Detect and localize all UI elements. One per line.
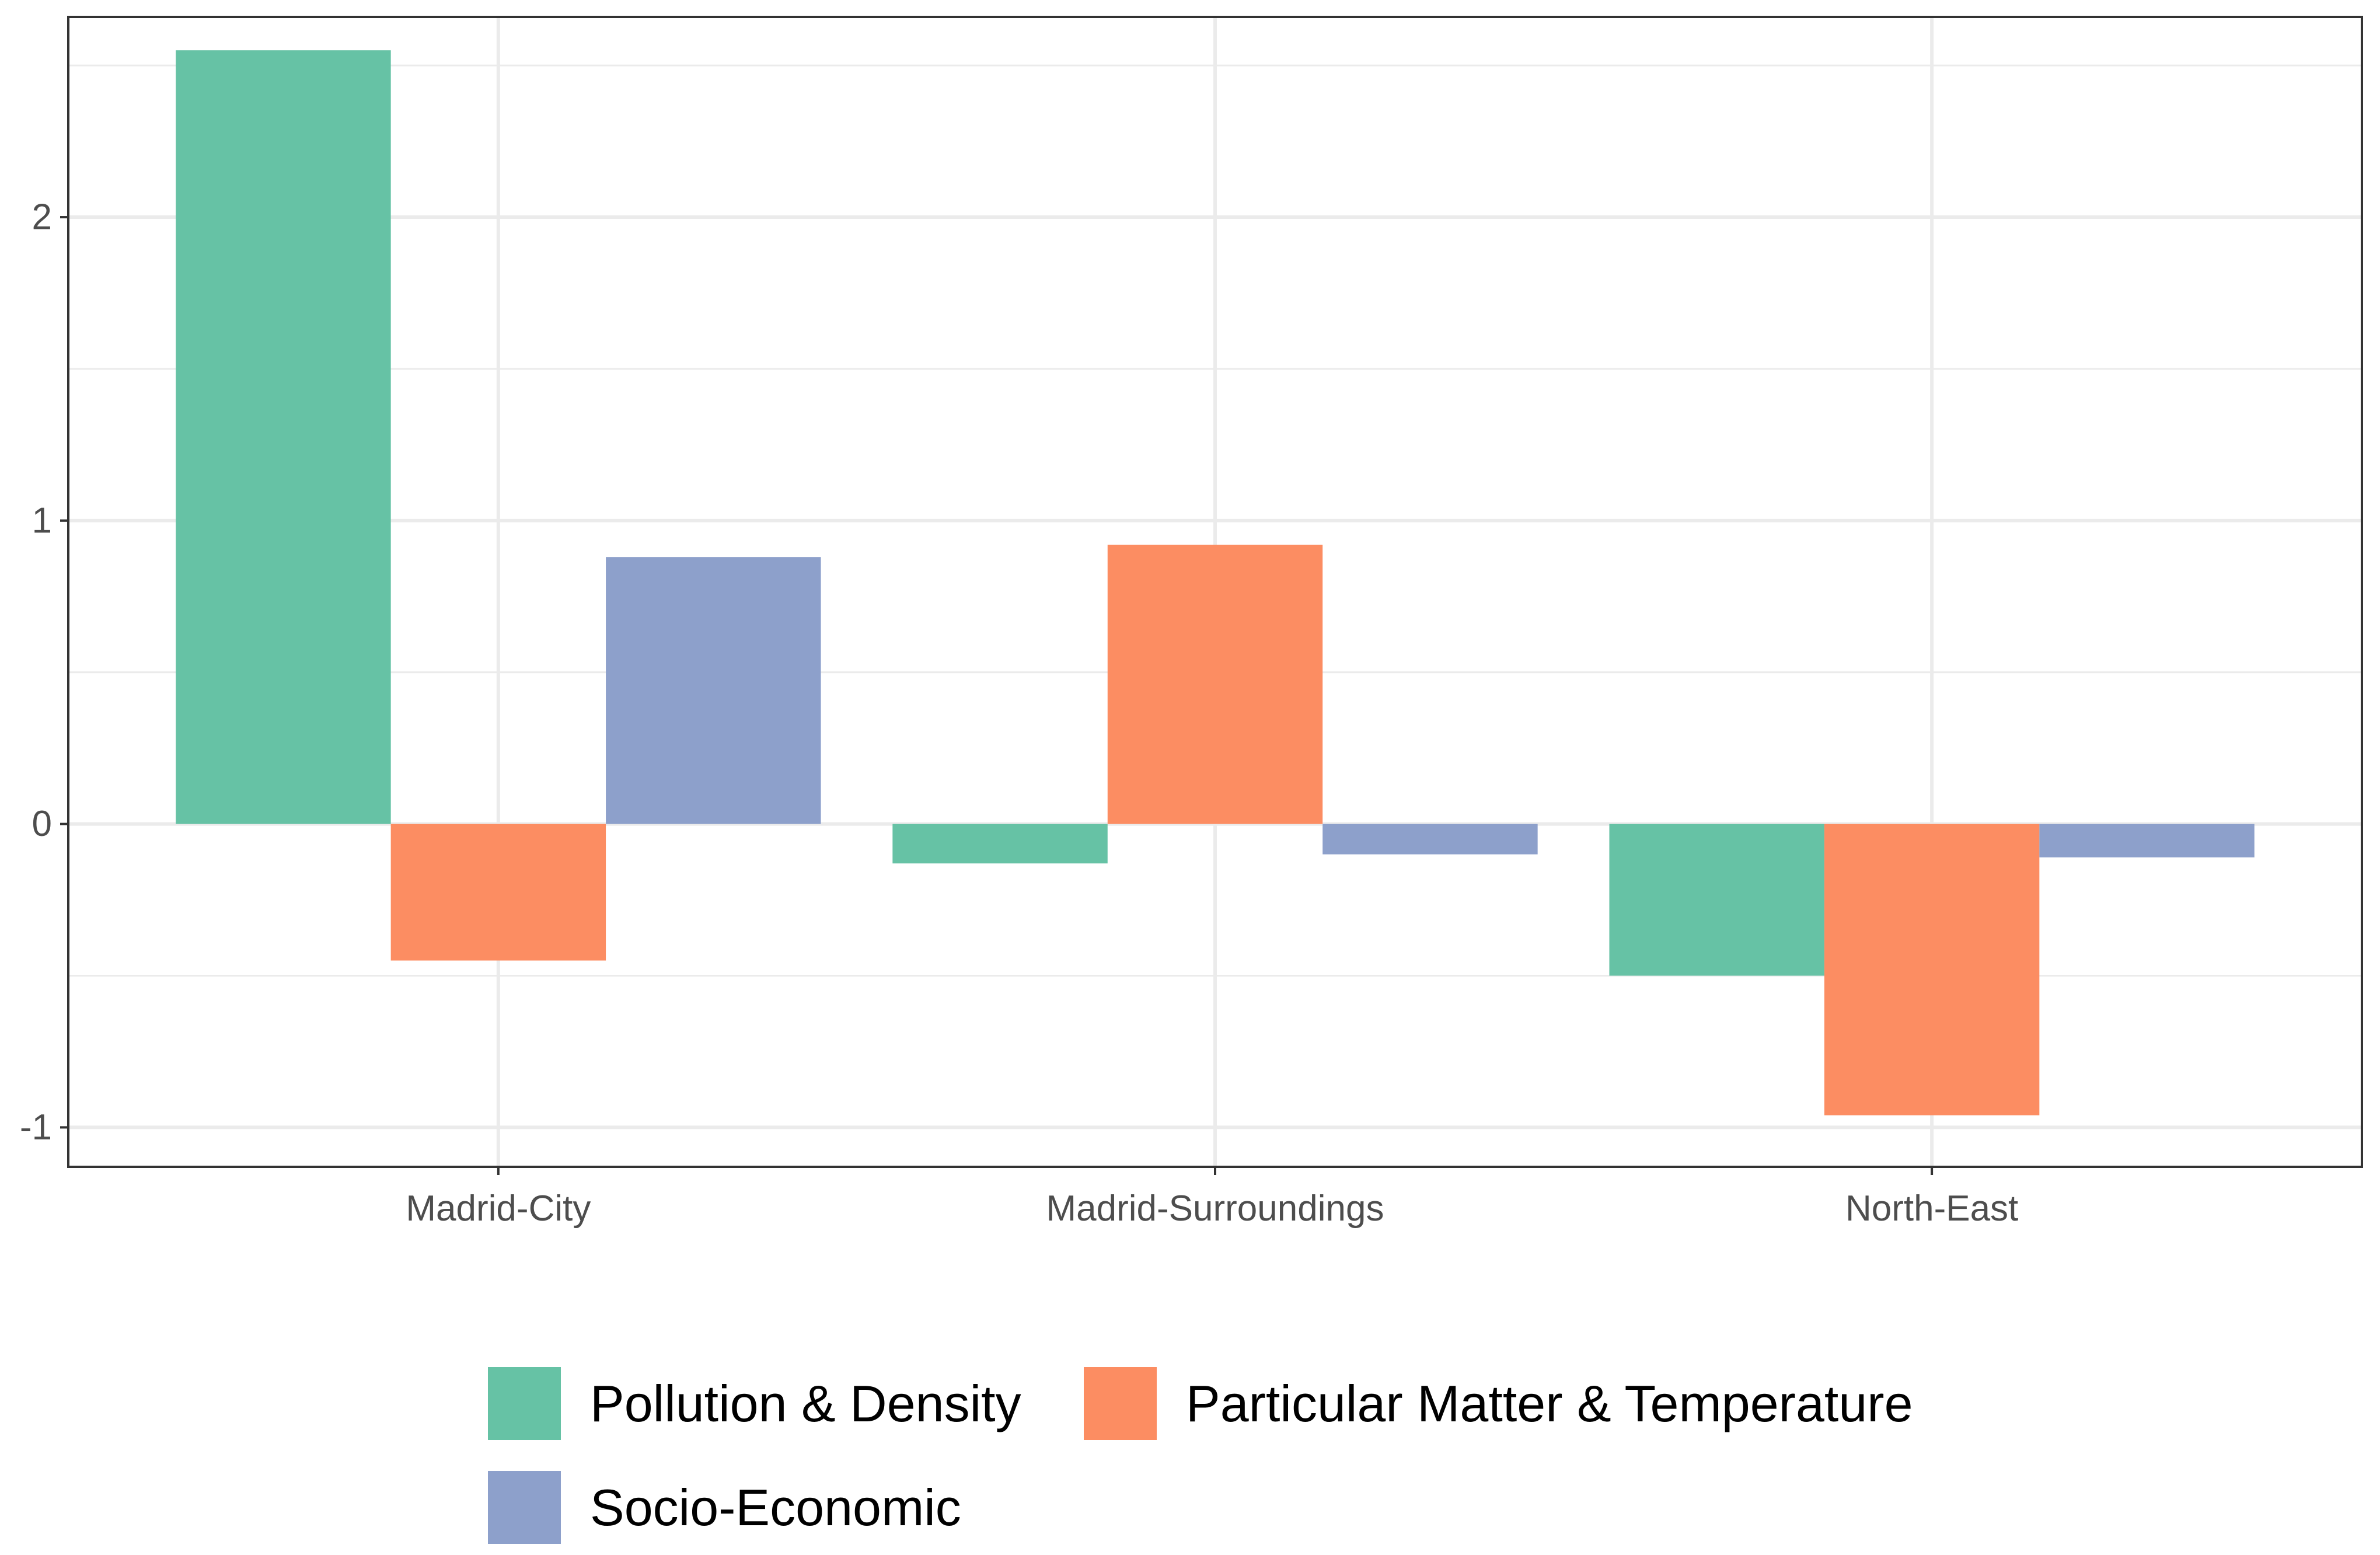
legend-label-pollution-and-density: Pollution & Density (590, 1375, 1021, 1432)
bar-pollution-and-density-north-east (1609, 824, 1824, 976)
legend-key-particular-matter-and-temperature (1084, 1367, 1157, 1440)
bar-socio-economic-madrid-city (606, 557, 821, 824)
legend-key-socio-economic (488, 1471, 561, 1544)
bar-socio-economic-madrid-surroundings (1322, 824, 1538, 855)
bar-pollution-and-density-madrid-city (176, 50, 391, 824)
y-tick-label: 2 (32, 197, 52, 238)
x-tick-label-north-east: North-East (1845, 1188, 2018, 1229)
y-tick-label: -1 (20, 1107, 52, 1148)
bar-socio-economic-north-east (2039, 824, 2255, 857)
y-tick-label: 1 (32, 500, 52, 541)
bar-particular-matter-and-temperature-madrid-surroundings (1107, 545, 1323, 824)
bar-pollution-and-density-madrid-surroundings (892, 824, 1108, 864)
x-tick-label-madrid-surroundings: Madrid-Surroundings (1046, 1188, 1384, 1229)
bar-particular-matter-and-temperature-madrid-city (390, 824, 606, 961)
legend-key-pollution-and-density (488, 1367, 561, 1440)
legend-label-particular-matter-and-temperature: Particular Matter & Temperature (1186, 1375, 1913, 1432)
bar-particular-matter-and-temperature-north-east (1824, 824, 2040, 1115)
legend-label-socio-economic: Socio-Economic (590, 1479, 961, 1536)
x-tick-label-madrid-city: Madrid-City (406, 1188, 591, 1229)
y-tick-label: 0 (32, 804, 52, 844)
